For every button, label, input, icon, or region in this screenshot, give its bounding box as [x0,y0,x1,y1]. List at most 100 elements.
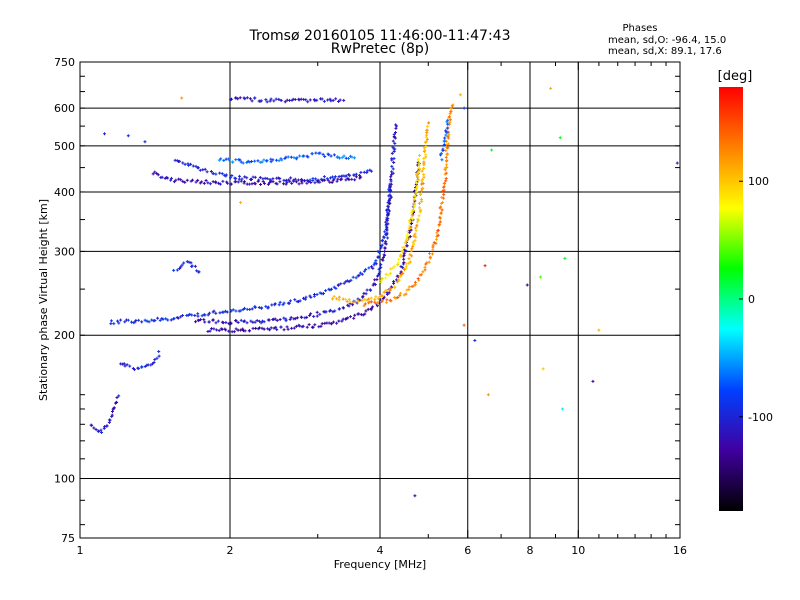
data-point [250,160,254,164]
data-point [387,209,391,213]
data-point [112,406,116,410]
data-point [239,318,243,322]
data-point [231,308,235,312]
data-point [296,300,300,304]
data-point [415,190,419,194]
data-point [249,178,253,182]
data-point [229,182,233,186]
data-point [294,180,298,184]
data-point [439,205,443,209]
data-point [381,238,385,242]
data-point [197,319,201,323]
data-point [193,313,197,317]
data-point [234,158,238,162]
data-point [245,176,249,180]
data-point [350,155,354,159]
data-point [375,278,379,282]
data-point [271,177,275,181]
data-point [397,257,401,261]
data-point [336,155,340,159]
data-point [386,205,390,209]
data-point [262,327,266,331]
data-point [380,258,384,262]
data-point [419,197,423,201]
data-point [408,260,412,264]
data-point [406,230,410,234]
data-point [394,131,398,135]
data-point [371,266,375,270]
data-point [296,178,300,182]
data-point [272,326,276,330]
data-point [407,257,411,261]
data-point [420,169,424,173]
data-point [378,270,382,274]
data-point [368,168,372,172]
data-point [449,109,453,113]
data-point [342,154,346,158]
data-point [403,245,407,249]
data-point [249,319,253,323]
data-point [448,120,452,124]
data-point [217,329,221,333]
data-point [445,120,449,124]
data-point [350,177,354,181]
data-point [282,301,286,305]
data-point [337,319,341,323]
data-point [441,147,445,151]
data-point [288,179,292,183]
data-point [348,174,352,178]
data-point [237,177,241,181]
data-point [123,320,127,324]
data-point [448,118,452,122]
data-point [367,297,371,301]
data-point [230,174,234,178]
data-point [268,99,272,103]
data-point [373,297,377,301]
data-point [322,99,326,103]
data-point [137,318,141,322]
data-point [132,368,136,372]
data-point [282,316,286,320]
data-point [408,253,412,257]
data-point [196,314,200,318]
y-tick-label: 400 [54,186,75,199]
data-point [315,98,319,102]
data-point [166,176,170,180]
data-point [444,155,448,159]
data-point [399,270,403,274]
data-point [260,160,264,164]
data-point [215,328,219,332]
data-point [172,268,176,272]
data-point [161,317,165,321]
data-point [410,213,414,217]
data-point [390,170,394,174]
data-point [384,301,388,305]
data-point [387,212,391,216]
data-point [348,300,352,304]
data-point [435,231,439,235]
data-point [444,176,448,180]
data-point [389,299,393,303]
data-point [445,165,449,169]
data-point [428,255,432,259]
data-point [402,257,406,261]
data-point [362,269,366,273]
data-point [248,329,252,333]
data-point [183,180,187,184]
data-point [352,316,356,320]
data-point [365,288,369,292]
data-point [307,323,311,327]
data-point [227,158,231,162]
data-point [357,312,361,316]
data-point [187,163,191,167]
data-point [340,156,344,160]
data-point [420,177,424,181]
data-point [239,328,243,332]
data-point [407,261,411,265]
data-point [398,274,402,278]
data-point [354,175,358,179]
data-point [326,98,330,102]
data-point [119,318,123,322]
data-point [300,315,304,319]
data-point [398,294,402,298]
